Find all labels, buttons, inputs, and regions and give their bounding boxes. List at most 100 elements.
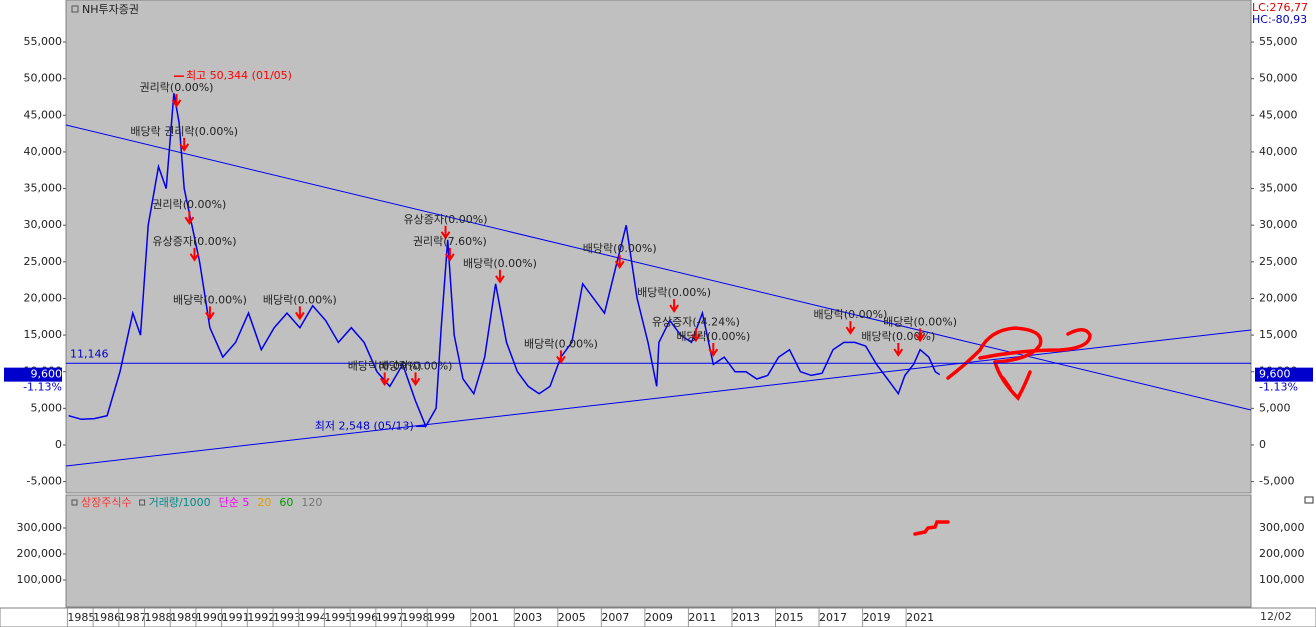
y-tick-label: 45,000 (1259, 108, 1298, 121)
panel-close[interactable] (1304, 496, 1314, 504)
event-arrow (171, 93, 182, 108)
x-tick-label: 1992 (247, 611, 275, 624)
y-tick-label: 25,000 (24, 255, 63, 268)
current-label: 9,600 (1259, 368, 1291, 381)
event-label: 유상증자(0.00%) (404, 213, 488, 226)
event-arrow (495, 269, 505, 284)
time-axis (0, 607, 1316, 627)
legend-label: 상장주식수 (81, 496, 132, 509)
x-tick-label: 1991 (222, 611, 250, 624)
event-label: 권리락(0.00%) (140, 81, 214, 94)
min-label: 최저 2,548 (05/13) (315, 419, 414, 432)
y-tick-label: 5,000 (1259, 401, 1291, 414)
y-tick-label: 30,000 (24, 218, 63, 231)
event-label: 배당락(0.00%) (173, 293, 247, 306)
y-tick-label: 40,000 (24, 145, 63, 158)
x-tick-label: 1996 (350, 611, 378, 624)
x-tick-label: 1987 (119, 611, 147, 624)
date-label: 12/02 (1260, 610, 1292, 623)
x-tick-label: 2001 (471, 611, 499, 624)
event-arrow (440, 225, 451, 240)
x-tick-label: 2005 (558, 611, 586, 624)
x-tick-label: 1993 (273, 611, 301, 624)
y-tick-label: 40,000 (1259, 145, 1298, 158)
current-change: -1.13% (1259, 381, 1298, 394)
event-label: 배당락(0.00%) (263, 293, 337, 306)
x-tick-label: 2021 (906, 611, 934, 624)
y-tick-label: 200,000 (1259, 547, 1305, 560)
event-arrow (708, 343, 719, 357)
title-icon (71, 5, 79, 13)
event-label: 배당락 권리락(0.00%) (130, 125, 238, 138)
x-tick-label: 2009 (645, 611, 673, 624)
y-tick-label: 100,000 (1259, 573, 1305, 586)
event-arrow (556, 350, 566, 365)
event-arrow (915, 328, 925, 343)
lc-label: LC:276,77 (1252, 1, 1308, 14)
event-label: 배당락(0.00%) (524, 337, 598, 350)
y-tick-label: 0 (1259, 438, 1266, 451)
y-tick-label: 300,000 (1259, 521, 1305, 534)
event-label: 배당락(0.00%) (861, 330, 935, 343)
event-arrow (691, 328, 701, 343)
event-label: 배당락(0.00%) (676, 330, 750, 343)
x-tick-label: 2015 (775, 611, 803, 624)
event-label: 배당락(0.00%) (814, 308, 888, 321)
event-arrow (410, 372, 421, 387)
event-label: 권리락(0.00%) (152, 198, 226, 211)
x-tick-label: 2007 (601, 611, 629, 624)
y-tick-label: -5,000 (27, 475, 62, 488)
current-label: 9,600 (31, 368, 63, 381)
event-arrow (845, 321, 856, 335)
event-arrow (445, 247, 455, 262)
x-tick-label: 1986 (93, 611, 121, 624)
y-tick-label: 100,000 (17, 573, 63, 586)
legend-icon (71, 499, 78, 506)
x-tick-label: 1997 (376, 611, 404, 624)
current-badge (4, 367, 62, 382)
trend-line (65, 124, 1252, 411)
x-tick-label: 1989 (170, 611, 198, 624)
event-label: 배당락(0.00%) (348, 359, 422, 372)
x-tick-label: 1988 (145, 611, 173, 624)
event-arrow (295, 306, 305, 321)
x-tick-label: 2013 (732, 611, 760, 624)
event-arrow (893, 343, 904, 357)
event-arrow (669, 299, 679, 313)
y-tick-label: 50,000 (1259, 72, 1298, 85)
ref-label: 11,146 (70, 347, 109, 360)
event-label: 배당락(0.00%) (463, 257, 537, 270)
y-tick-label: 45,000 (24, 108, 63, 121)
hc-label: HC:-80,93 (1252, 13, 1307, 26)
y-tick-label: 55,000 (1259, 35, 1298, 48)
event-label: 배당락(0.00%) (637, 286, 711, 299)
legend-label: 단순 5 (219, 496, 250, 509)
x-tick-label: 1994 (299, 611, 327, 624)
scribble (913, 326, 1092, 536)
event-label: 유상증자(-4.24%) (652, 315, 740, 328)
y-tick-label: 0 (55, 438, 62, 451)
event-label: 배당락(0.00%) (583, 242, 657, 255)
y-tick-label: 5,000 (31, 401, 63, 414)
y-tick-label: 35,000 (24, 182, 63, 195)
volume-panel (65, 494, 1252, 608)
y-tick-label: 30,000 (1259, 218, 1298, 231)
current-change: -1.13% (23, 381, 62, 394)
event-arrow (614, 255, 625, 269)
max-label: 최고 50,344 (01/05) (186, 69, 292, 82)
legend-label: 20 (257, 496, 271, 509)
price-panel (65, 0, 1252, 494)
y-tick-label: 50,000 (24, 72, 63, 85)
x-tick-label: 1985 (67, 611, 95, 624)
legend-label: 거래량/1000 (149, 496, 211, 509)
legend-label: 120 (301, 496, 322, 509)
x-tick-label: 1998 (402, 611, 430, 624)
event-label: 유상증자(0.00%) (152, 235, 236, 248)
current-badge (1255, 367, 1313, 382)
y-tick-label: -5,000 (1259, 475, 1294, 488)
event-arrow (205, 306, 215, 321)
event-arrow (379, 372, 390, 387)
event-arrow (179, 137, 190, 152)
y-tick-label: 35,000 (1259, 182, 1298, 195)
